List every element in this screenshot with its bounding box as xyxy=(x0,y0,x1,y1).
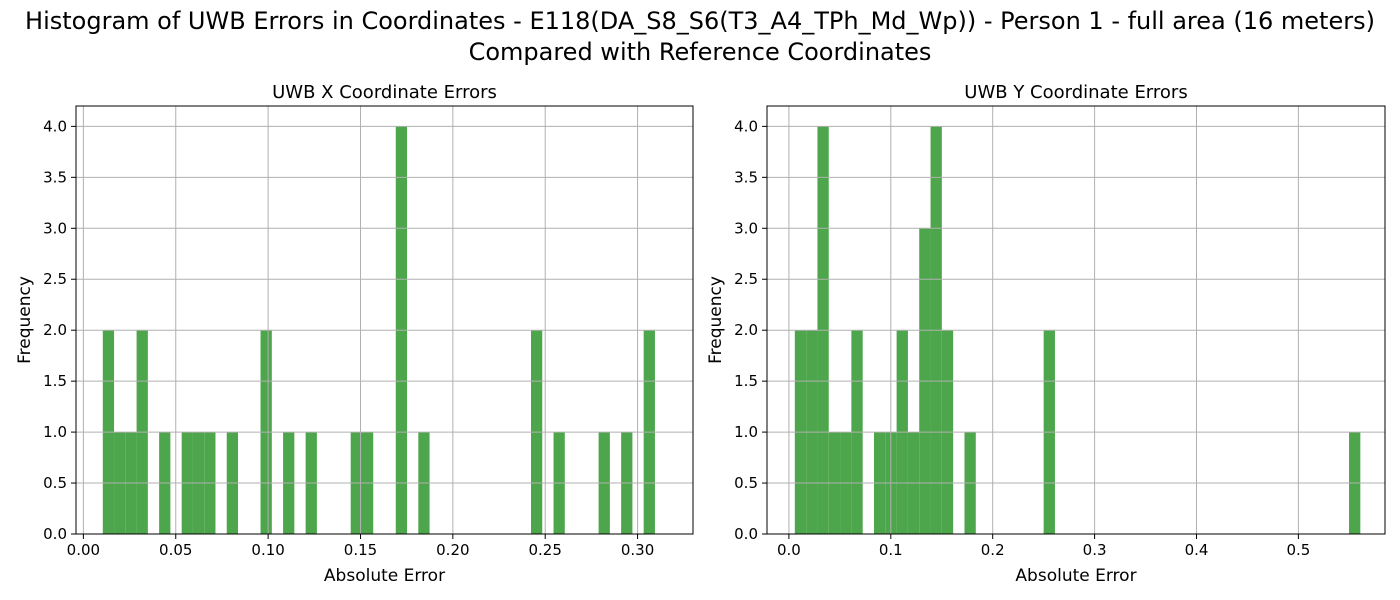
y-error-histogram-panel: 0.0 0.1 0.2 0.3 0.4 0.5 0.0 0.5 1.0 1.5 2.0 2.5 3.0 3… xyxy=(706,82,1386,586)
y-axis-label: Frequency xyxy=(706,276,726,364)
x-tick-label: 0.1 xyxy=(879,541,903,559)
figure-title-line-1: Histogram of UWB Errors in Coordinates -… xyxy=(25,7,1375,35)
y-tick-label: 3.0 xyxy=(734,219,758,237)
y-tick-label: 0.5 xyxy=(734,474,758,492)
y-tick-label: 1.0 xyxy=(734,423,758,441)
x-tick-label: 0.10 xyxy=(251,541,284,559)
x-error-histogram-panel: 0.00 0.05 0.10 0.15 0.20 0.25 0.30 0.0 0.5 1.0 1.5… xyxy=(15,82,694,586)
x-tick-label: 0.00 xyxy=(67,541,100,559)
x-tick-label: 0.0 xyxy=(777,541,801,559)
panel-title: UWB X Coordinate Errors xyxy=(272,82,497,103)
x-axis-label: Absolute Error xyxy=(324,566,445,586)
y-tick-label: 3.0 xyxy=(43,219,67,237)
x-tick-label: 0.5 xyxy=(1286,541,1310,559)
y-tick-label: 2.5 xyxy=(734,270,758,288)
y-tick-label: 2.0 xyxy=(43,321,67,339)
y-tick-label: 3.5 xyxy=(43,168,67,186)
y-tick-label: 1.5 xyxy=(734,372,758,390)
x-tick-label: 0.30 xyxy=(621,541,654,559)
x-tick-label: 0.05 xyxy=(159,541,192,559)
y-axis-label: Frequency xyxy=(15,276,35,364)
figure-title-line-2: Compared with Reference Coordinates xyxy=(468,38,932,66)
x-tick-label: 0.3 xyxy=(1083,541,1107,559)
y-tick-label: 2.0 xyxy=(734,321,758,339)
figure-title: Histogram of UWB Errors in Coordinates -… xyxy=(0,6,1400,68)
y-tick-label: 2.5 xyxy=(43,270,67,288)
x-tick-label: 0.2 xyxy=(981,541,1005,559)
y-tick-label: 0.0 xyxy=(43,525,67,543)
axes-frame xyxy=(75,105,694,535)
y-tick-label: 4.0 xyxy=(734,117,758,135)
y-tick-label: 3.5 xyxy=(734,168,758,186)
x-axis-label: Absolute Error xyxy=(1015,566,1136,586)
x-tick-label: 0.4 xyxy=(1185,541,1209,559)
panel-title: UWB Y Coordinate Errors xyxy=(964,82,1187,103)
x-tick-label: 0.15 xyxy=(344,541,377,559)
axes-frame xyxy=(766,105,1386,535)
x-tick-label: 0.20 xyxy=(436,541,469,559)
y-tick-label: 0.0 xyxy=(734,525,758,543)
y-tick-label: 1.5 xyxy=(43,372,67,390)
y-tick-label: 4.0 xyxy=(43,117,67,135)
y-tick-label: 0.5 xyxy=(43,474,67,492)
x-tick-label: 0.25 xyxy=(529,541,562,559)
y-tick-label: 1.0 xyxy=(43,423,67,441)
